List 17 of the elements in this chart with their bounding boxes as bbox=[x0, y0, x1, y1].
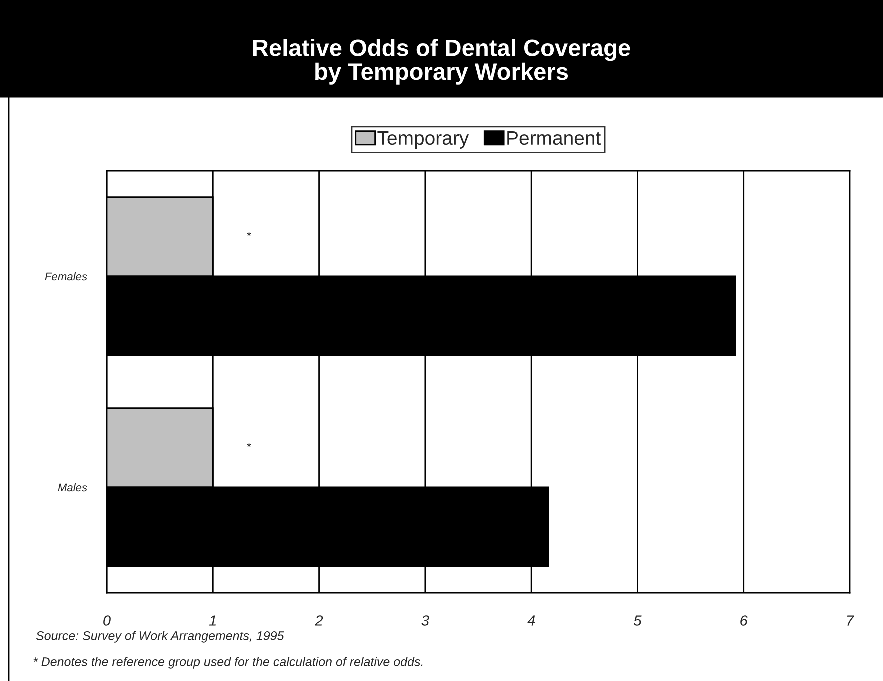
y-tick-label: Males bbox=[58, 483, 88, 492]
source-note: Source: Survey of Work Arrangements, 1995 bbox=[36, 631, 284, 643]
y-tick-label: Females bbox=[45, 272, 88, 281]
x-tick-label: 2 bbox=[315, 616, 324, 626]
text: * Denotes the reference group used for the calculation of relative odds. bbox=[34, 657, 423, 669]
annotation: * bbox=[247, 232, 252, 236]
x-tick-label: 3 bbox=[422, 616, 430, 626]
x-tick-label: 1 bbox=[209, 616, 216, 626]
annotation: * bbox=[247, 443, 252, 448]
chart-title: Relative Odds of Dental Coverage by Temporary Workers bbox=[253, 39, 630, 85]
legend-label: Temporary bbox=[378, 132, 470, 149]
legend-label: Permanent bbox=[508, 132, 601, 146]
x-tick-label: 6 bbox=[740, 616, 748, 626]
x-tick-label: 7 bbox=[847, 616, 855, 626]
x-tick-label: 5 bbox=[634, 616, 642, 626]
x-tick-label: 4 bbox=[528, 616, 536, 626]
x-tick-label: 0 bbox=[104, 616, 111, 626]
